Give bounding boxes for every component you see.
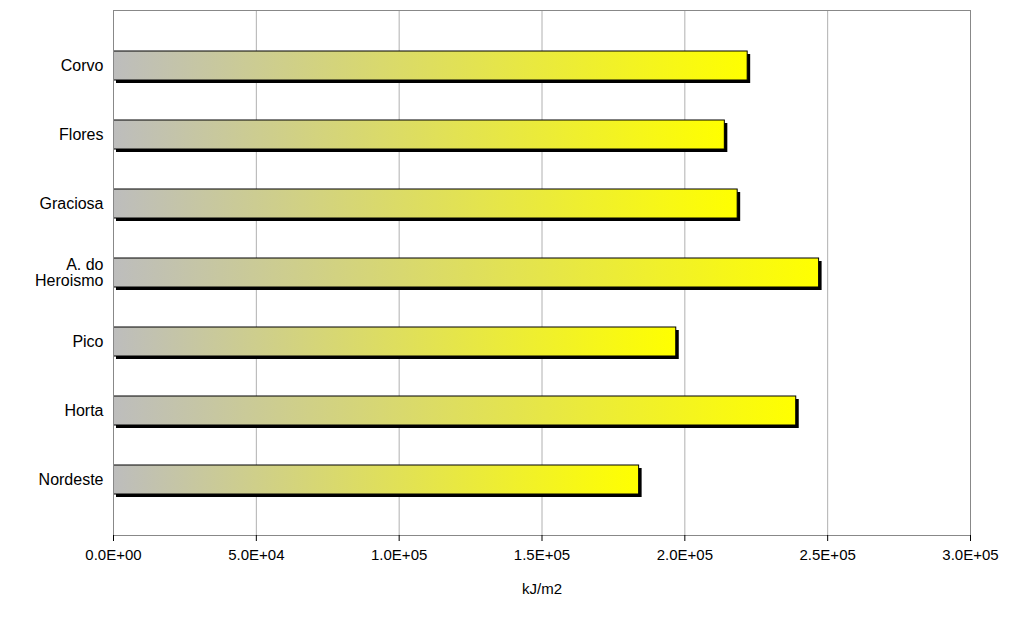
svg-text:1.0E+05: 1.0E+05 — [371, 546, 427, 563]
svg-text:2.5E+05: 2.5E+05 — [800, 546, 856, 563]
svg-text:0.0E+00: 0.0E+00 — [85, 546, 141, 563]
svg-text:Flores: Flores — [59, 126, 103, 143]
svg-text:Corvo: Corvo — [61, 57, 104, 74]
svg-text:3.0E+05: 3.0E+05 — [942, 546, 998, 563]
svg-text:Graciosa: Graciosa — [39, 195, 103, 212]
svg-text:1.5E+05: 1.5E+05 — [514, 546, 570, 563]
svg-text:A. doHeroismo: A. doHeroismo — [35, 256, 104, 289]
svg-text:kJ/m2: kJ/m2 — [522, 580, 562, 597]
svg-text:Nordeste: Nordeste — [39, 471, 104, 488]
svg-text:Pico: Pico — [72, 333, 103, 350]
svg-text:5.0E+04: 5.0E+04 — [228, 546, 284, 563]
svg-text:2.0E+05: 2.0E+05 — [657, 546, 713, 563]
svg-text:Horta: Horta — [64, 402, 103, 419]
